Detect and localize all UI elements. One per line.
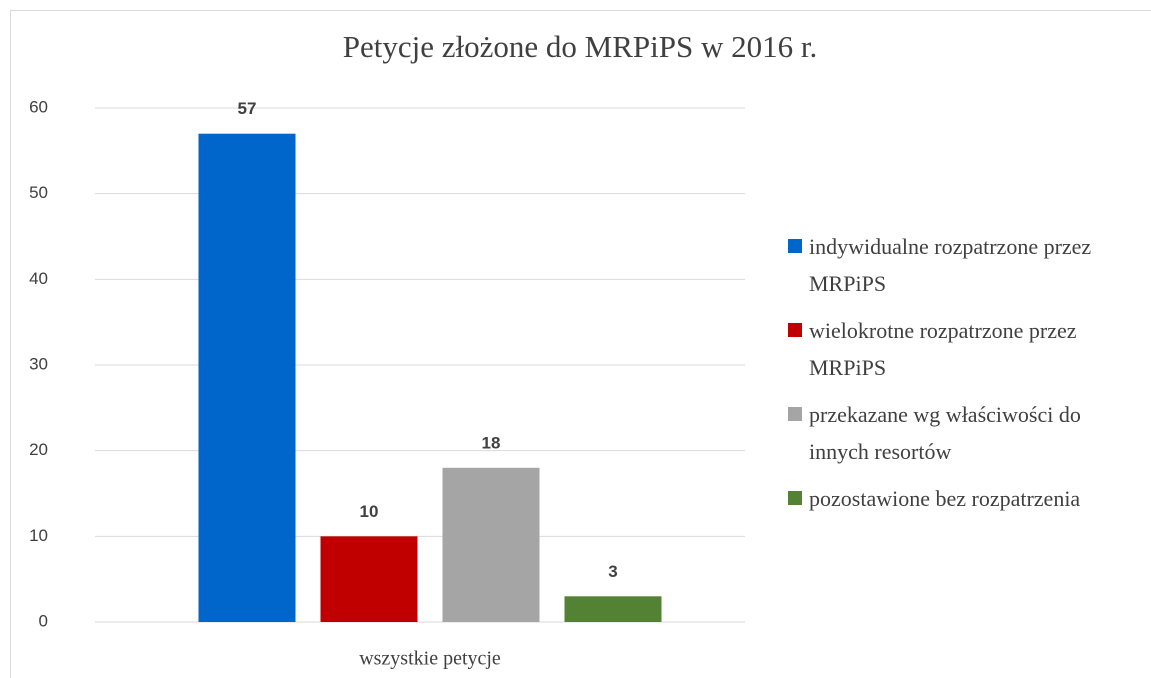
chart-border [10,10,1151,678]
y-tick-label: 60 [29,97,48,116]
legend-label: wielokrotne rozpatrzone przez MRPiPS [809,318,1077,380]
legend-label: przekazane wg właściwości do innych reso… [809,402,1081,464]
y-tick-label: 30 [29,354,48,373]
bar [442,467,540,622]
x-tick-label: wszystkie petycje [359,648,501,670]
legend-swatch [788,239,802,253]
bar [564,596,662,622]
y-tick-label: 50 [29,183,48,202]
legend-item: pozostawione bez rozpatrzenia [788,480,1128,564]
y-tick-label: 0 [39,611,48,630]
y-tick-label: 40 [29,269,48,288]
data-label: 10 [360,502,379,521]
legend-item: wielokrotne rozpatrzone przez MRPiPS [788,312,1128,396]
legend-swatch [788,407,802,421]
legend-label: indywidualne rozpatrzone przez MRPiPS [809,234,1092,296]
data-label: 57 [238,99,257,118]
y-tick-label: 20 [29,440,48,459]
y-tick-label: 10 [29,526,48,545]
legend-swatch [788,323,802,337]
legend-item: przekazane wg właściwości do innych reso… [788,396,1128,480]
legend-swatch [788,491,802,505]
bar [198,133,296,622]
data-label: 3 [608,562,617,581]
bar [320,536,418,622]
data-label: 18 [482,433,501,452]
chart-title: Petycje złożone do MRPiPS w 2016 r. [343,29,817,64]
legend: indywidualne rozpatrzone przez MRPiPS wie… [788,228,1128,564]
legend-label: pozostawione bez rozpatrzenia [809,486,1081,511]
legend-item: indywidualne rozpatrzone przez MRPiPS [788,228,1128,312]
